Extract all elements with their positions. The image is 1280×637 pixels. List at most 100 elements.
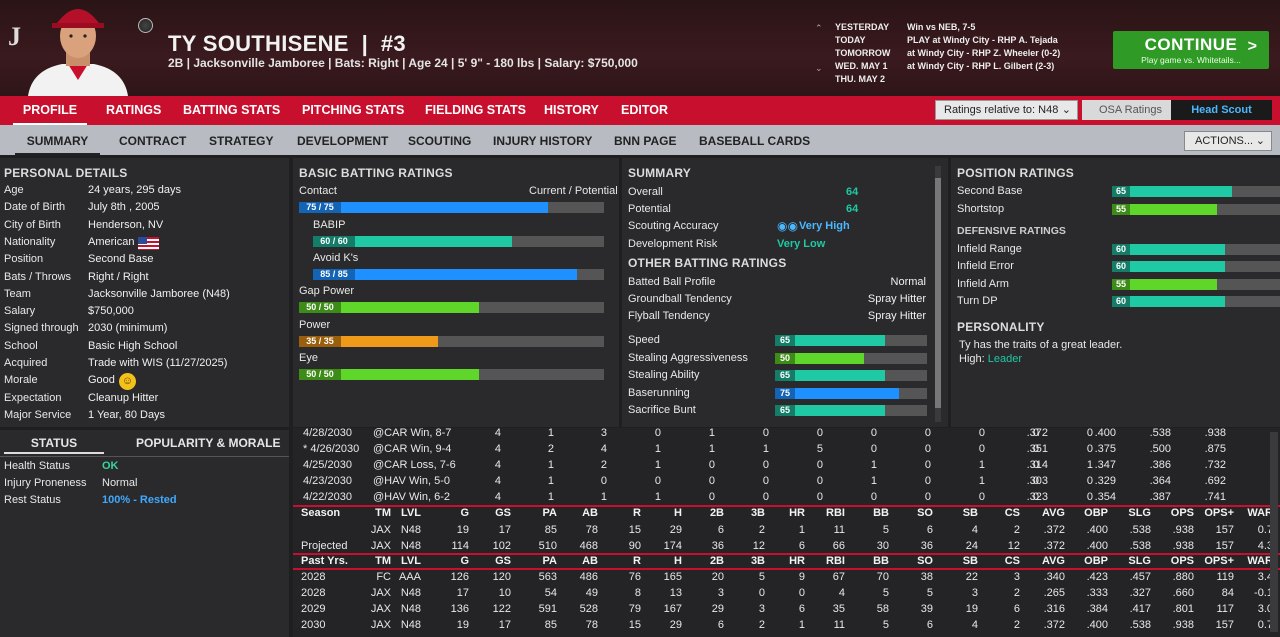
stat-cell: RBI (826, 507, 845, 519)
tab-ratings[interactable]: RATINGS (106, 103, 162, 117)
subtab-summary[interactable]: SUMMARY (15, 125, 100, 155)
stat-cell: 126 (450, 571, 469, 583)
tab-pitching-stats[interactable]: PITCHING STATS (302, 103, 405, 117)
position-rating-bar (1130, 203, 1217, 215)
table-scrollbar[interactable] (1270, 432, 1278, 632)
stat-cell: 38 (920, 571, 933, 583)
detail-value[interactable]: Jacksonville Jamboree (N48) (88, 287, 230, 300)
game-stat: 0 (816, 427, 823, 439)
summary-scrollbar[interactable] (935, 166, 941, 422)
subtab-scouting[interactable]: SCOUTING (408, 134, 472, 148)
game-stat: 2 (547, 443, 554, 455)
tab-profile[interactable]: PROFILE (13, 96, 87, 125)
personality-high: High: Leader (959, 353, 1022, 365)
chevron-down-icon[interactable]: ⌄ (815, 63, 823, 73)
game-stat: 0 (762, 491, 769, 503)
stat-cell: 6 (926, 524, 933, 536)
subtab-strategy[interactable]: STRATEGY (209, 134, 274, 148)
tab-status[interactable]: STATUS (4, 436, 104, 454)
stat-cell: 1 (798, 619, 805, 631)
personality-text: Ty has the traits of a great leader. (959, 339, 1123, 351)
stat-cell: 5 (882, 619, 889, 631)
game-result: @CAR Win, 8-7 (373, 427, 452, 439)
tab-history[interactable]: HISTORY (544, 103, 599, 117)
stat-cell: 22 (965, 571, 978, 583)
stat-cell: 29 (711, 603, 724, 615)
rating-badge: 50 / 50 (299, 302, 341, 313)
tab-batting-stats[interactable]: BATTING STATS (183, 103, 281, 117)
schedule-game[interactable]: Win vs NEB, 7-5 (907, 22, 976, 32)
summary-panel: SUMMARY Overall 64 Potential 64 Scouting… (622, 158, 948, 427)
rating-badge: 65 (1112, 186, 1130, 197)
stat-cell: 12 (1007, 540, 1020, 552)
subtab-baseball-cards[interactable]: BASEBALL CARDS (699, 134, 811, 148)
stat-cell: 2 (1013, 587, 1020, 599)
stat-cell: 66 (832, 540, 845, 552)
subtab-development[interactable]: DEVELOPMENT (297, 134, 389, 148)
summary-rating-bar (795, 387, 899, 399)
game-stat: .323 (1026, 491, 1048, 503)
game-stat: 1 (654, 459, 661, 471)
season-header-row: Season TM LVL G GS PA AB R H 2B 3B HR RBI BB SO SB CS AVG… (293, 505, 1280, 521)
detail-label: School (4, 339, 38, 352)
game-stat: 1 (654, 491, 661, 503)
game-row: 4/22/2030 @HAV Win, 6-2 4 1 1 1 0 0 0 0 0 0 0 0.323.3… (293, 489, 1280, 505)
head-scout-button[interactable]: Head Scout (1171, 100, 1272, 120)
status-label: Rest Status (4, 494, 61, 506)
stat-cell: .372 (1043, 524, 1065, 536)
stat-cell: 122 (492, 603, 511, 615)
stat-cell: 12 (752, 540, 765, 552)
stat-cell: 17 (456, 587, 469, 599)
game-stat: 1 (547, 459, 554, 471)
stat-cell: 6 (717, 524, 724, 536)
actions-select[interactable]: ACTIONS... ⌄ (1184, 131, 1272, 151)
subtab-injury-history[interactable]: INJURY HISTORY (493, 134, 593, 148)
stat-cell: SO (917, 555, 933, 567)
detail-value: July 8th , 2005 (88, 201, 160, 214)
stat-cell: 15 (628, 524, 641, 536)
position-rating-bar (1130, 261, 1225, 273)
status-label: Injury Proneness (4, 477, 87, 489)
subtab-bnn-page[interactable]: BNN PAGE (614, 134, 677, 148)
detail-label: Major Service (4, 408, 72, 421)
subtab-contract[interactable]: CONTRACT (119, 134, 187, 148)
development-risk-label: Development Risk (628, 238, 718, 250)
overall-value: 64 (846, 186, 859, 198)
batting-rating-label: Avoid K's (313, 252, 359, 264)
chevron-up-icon[interactable]: ⌃ (815, 23, 823, 33)
stat-cell: 0.7 (1257, 619, 1273, 631)
schedule-day: WED. MAY 1 (835, 61, 888, 71)
schedule-day: YESTERDAY (835, 22, 890, 32)
schedule-game[interactable]: at Windy City - RHP L. Gilbert (2-3) (907, 61, 1055, 71)
tab-editor[interactable]: EDITOR (621, 103, 668, 117)
detail-label: Team (4, 287, 31, 300)
rating-badge: 55 (1112, 203, 1130, 215)
chevron-down-icon: ⌄ (1061, 104, 1071, 116)
game-stat: .351 (1026, 443, 1048, 455)
main-tabs: Ratings relative to: N48 ⌄ OSA Ratings He… (0, 96, 1280, 125)
schedule-game[interactable]: PLAY at Windy City - RHP A. Tejada (907, 35, 1058, 45)
stat-cell: 486 (579, 571, 598, 583)
osa-ratings-button[interactable]: OSA Ratings (1082, 100, 1179, 120)
game-stat: 0 (1086, 475, 1093, 487)
stat-cell: 11 (833, 619, 845, 631)
stat-cell: .372 (1043, 619, 1065, 631)
tab-popularity-morale[interactable]: POPULARITY & MORALE (136, 436, 281, 450)
stat-cell: H (674, 507, 682, 519)
tab-fielding-stats[interactable]: FIELDING STATS (425, 103, 526, 117)
other-batting-title: OTHER BATTING RATINGS (628, 256, 787, 270)
past-year-row: 2028 JAX N48 17 10 54 49 8 13 3 0 0 4 5 5 3 2 .265 .333 .32… (293, 585, 1280, 601)
schedule-scroll[interactable]: ⌃ ⌄ (815, 22, 823, 74)
chevron-down-icon: ⌄ (1255, 135, 1265, 147)
schedule-game[interactable]: at Windy City - RHP Z. Wheeler (0-2) (907, 48, 1061, 58)
ratings-relative-select[interactable]: Ratings relative to: N48 ⌄ (935, 100, 1078, 120)
game-stat: 0 (870, 443, 877, 455)
globe-icon[interactable] (138, 18, 153, 33)
position-rating-bar (1130, 278, 1217, 290)
position-rating-bar (1130, 295, 1225, 307)
personality-title: PERSONALITY (957, 320, 1045, 334)
stat-cell: .327 (1129, 587, 1151, 599)
game-stat: .375 (1094, 443, 1116, 455)
schedule-game[interactable] (907, 74, 1107, 87)
continue-button[interactable]: CONTINUE Play game vs. Whitetails... > (1113, 31, 1269, 69)
